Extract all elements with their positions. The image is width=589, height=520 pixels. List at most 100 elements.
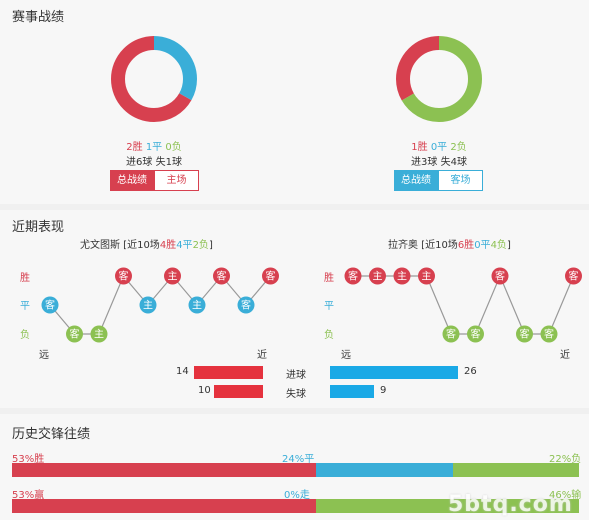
recent-form-panel: 近期表现 尤文图斯 [近10场4胜4平2负] 拉齐奥 [近10场6胜0平4负] … (0, 210, 589, 408)
home-game-venue: 客 (70, 328, 80, 341)
away-form-line (353, 274, 575, 335)
home-donut-draw-slice (111, 36, 197, 122)
home-goals-against-bar (214, 385, 263, 398)
away-y-loss: 负 (324, 330, 334, 341)
away-recent-draws: 0平 (474, 240, 491, 251)
away-donut-loss-slice (396, 36, 482, 122)
h2h-loss-label: 22%负 (549, 454, 582, 465)
home-game-venue: 主 (168, 271, 178, 283)
away-game-venue: 客 (348, 270, 358, 283)
away-game-venue: 客 (495, 270, 505, 283)
home-draws: 1平 (145, 142, 163, 153)
away-game-venue: 客 (544, 328, 554, 341)
home-y-win: 胜 (20, 273, 30, 284)
away-game-point[interactable] (344, 267, 362, 285)
away-game-point[interactable] (540, 325, 558, 343)
home-game-point[interactable] (41, 296, 59, 314)
away-tab-total[interactable]: 总战绩 (394, 170, 438, 191)
away-game-point[interactable] (369, 267, 386, 285)
away-losses: 2负 (450, 142, 467, 153)
h2h-handicap-loss-label: 46%输 (549, 490, 582, 501)
away-y-draw: 平 (324, 301, 334, 312)
home-near-label: 近 (257, 350, 267, 361)
away-goals-against-value: 9 (380, 385, 387, 396)
home-tab-total[interactable]: 总战绩 (110, 170, 154, 191)
away-recent-wins: 6胜 (457, 240, 475, 251)
away-draws: 0平 (430, 142, 448, 153)
away-game-point[interactable] (467, 325, 484, 343)
away-form-chart: 客主主主客 客客客 客客 (344, 267, 582, 343)
home-recent-summary: 尤文图斯 [近10场4胜4平2负] (80, 240, 213, 251)
h2h-win-bar (12, 463, 316, 477)
home-recent-losses: 2负 (192, 240, 209, 251)
home-game-venue: 客 (45, 299, 55, 312)
h2h-draw-bar (316, 463, 453, 477)
away-game-point[interactable] (491, 267, 509, 285)
home-game-point[interactable] (262, 267, 279, 285)
home-game-point[interactable] (213, 267, 230, 285)
home-game-venue: 主 (94, 329, 104, 341)
home-goals-for-bar (194, 366, 263, 379)
away-game-point[interactable] (516, 325, 533, 343)
away-game-point[interactable] (418, 267, 435, 285)
away-goals-for-bar (330, 366, 458, 379)
match-record-title: 赛事战绩 (12, 10, 65, 25)
home-game-venue: 客 (217, 270, 227, 283)
away-team-name: 拉齐奥 (388, 240, 418, 251)
home-game-point[interactable] (188, 296, 206, 314)
home-wins: 2胜 (126, 142, 143, 153)
away-record-results: 1胜 0平 2负 (364, 138, 514, 153)
h2h-handicap-win-bar (12, 499, 316, 513)
home-game-point[interactable] (139, 296, 157, 314)
away-goals-against-bar (330, 385, 374, 398)
h2h-win-label: 53%胜 (12, 454, 45, 465)
away-game-point[interactable] (393, 267, 411, 285)
home-recent-wins: 4胜 (159, 240, 177, 251)
home-form-line (49, 274, 271, 335)
away-record-donut (396, 36, 482, 122)
away-record-goals: 进3球 失4球 (411, 157, 467, 168)
home-game-point[interactable] (115, 267, 132, 285)
away-game-venue: 主 (373, 271, 383, 283)
away-recent-losses: 4负 (490, 240, 507, 251)
away-game-venue: 主 (422, 271, 432, 283)
home-record-goals: 进6球 失1球 (126, 157, 182, 168)
away-goals-for-value: 26 (464, 366, 477, 377)
h2h-handicap-win-label: 53%赢 (12, 490, 45, 501)
away-game-venue: 客 (446, 328, 456, 341)
home-goals-against-value: 10 (198, 385, 211, 396)
home-game-point[interactable] (237, 296, 255, 314)
home-recent-draws: 4平 (176, 240, 193, 251)
home-game-point[interactable] (90, 325, 108, 343)
away-tab-away[interactable]: 客场 (438, 170, 483, 191)
h2h-title: 历史交锋往绩 (12, 427, 91, 442)
home-losses: 0负 (165, 142, 182, 153)
home-team-name: 尤文图斯 (80, 240, 120, 251)
home-y-loss: 负 (20, 330, 30, 341)
away-far-label: 远 (341, 350, 351, 361)
home-game-venue: 主 (192, 300, 202, 312)
away-game-point[interactable] (442, 325, 460, 343)
away-near-label: 近 (560, 350, 570, 361)
home-record-results: 2胜 1平 0负 (79, 138, 229, 153)
match-record-panel: 赛事战绩 2胜 1平 0负 进6球 失1球 1胜 0平 2负 进3球 失4球 总… (0, 0, 589, 204)
away-game-point[interactable] (565, 267, 582, 285)
home-goals-for-value: 14 (176, 366, 189, 377)
home-record-donut (111, 36, 197, 122)
away-y-win: 胜 (324, 273, 334, 284)
away-recent-summary: 拉齐奥 [近10场6胜0平4负] (388, 240, 511, 251)
home-game-point[interactable] (66, 325, 83, 343)
goals-for-label: 进球 (286, 370, 306, 381)
away-game-venue: 客 (520, 328, 530, 341)
goals-against-label: 失球 (286, 389, 306, 400)
home-tab-home[interactable]: 主场 (154, 170, 199, 191)
home-game-point[interactable] (164, 267, 181, 285)
h2h-panel: 历史交锋往绩 53%胜 24%平 22%负 53%赢 0%走 46%输 5btq… (0, 414, 589, 520)
home-game-venue: 主 (143, 300, 153, 312)
away-game-venue: 主 (397, 271, 407, 283)
away-game-venue: 客 (569, 270, 579, 283)
home-game-venue: 客 (119, 270, 129, 283)
watermark: 5btq.com (448, 492, 573, 517)
home-y-draw: 平 (20, 301, 30, 312)
